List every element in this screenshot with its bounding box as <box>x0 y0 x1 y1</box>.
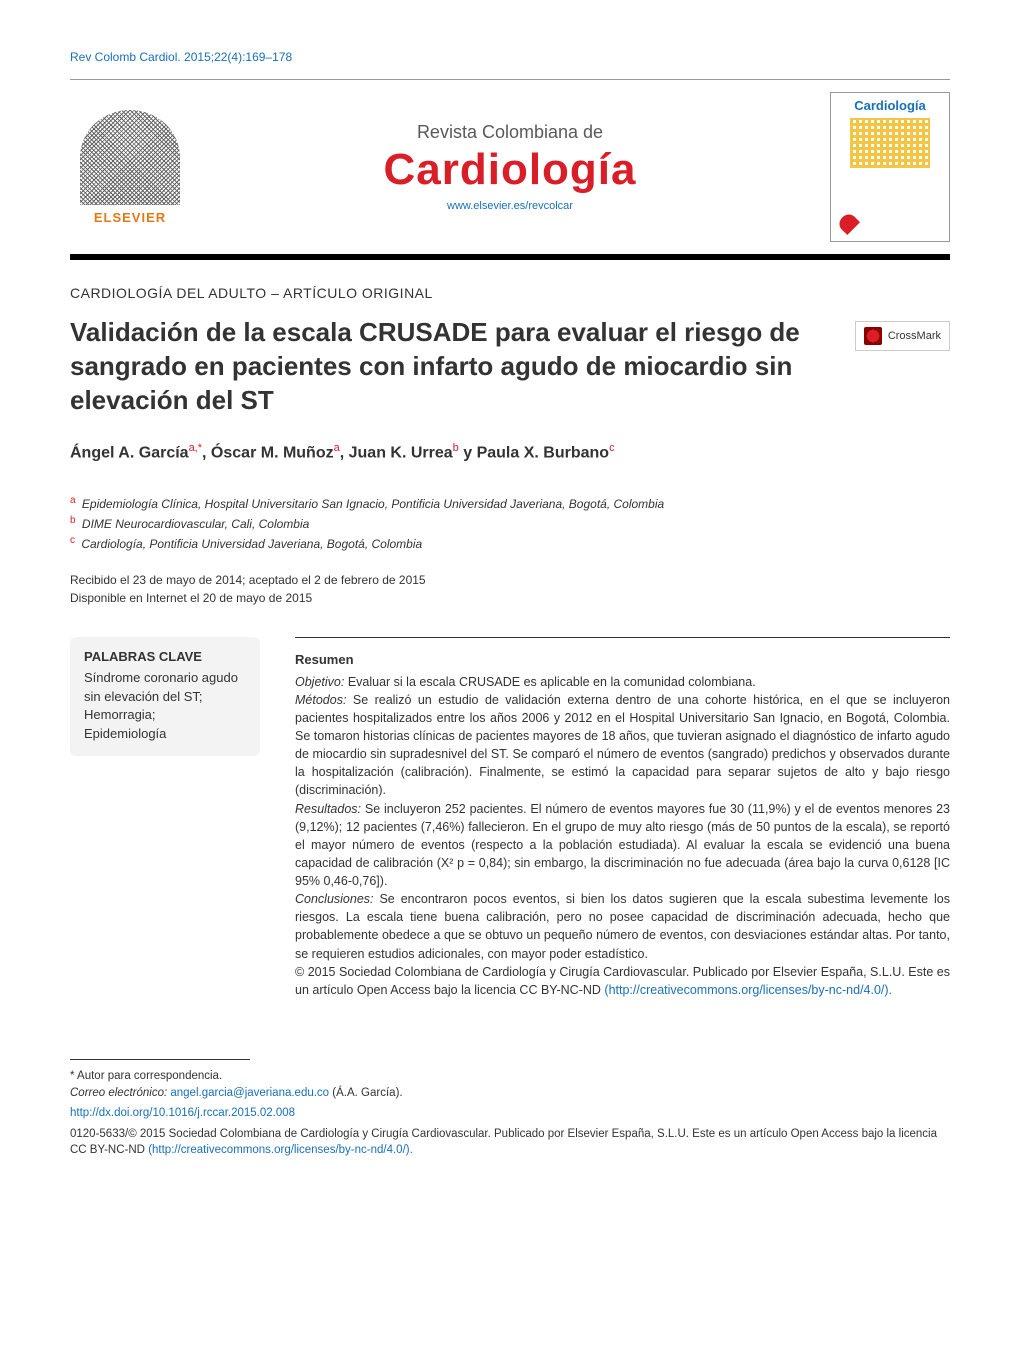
footnotes: * Autor para correspondencia. Correo ele… <box>70 1068 950 1158</box>
article-dates: Recibido el 23 de mayo de 2014; aceptado… <box>70 571 950 607</box>
article-title: Validación de la escala CRUSADE para eva… <box>70 316 825 417</box>
authors-list: Ángel A. Garcíaa,*, Óscar M. Muñoza, Jua… <box>70 442 950 462</box>
header-citation[interactable]: Rev Colomb Cardiol. 2015;22(4):169–178 <box>70 50 950 64</box>
doi-link[interactable]: http://dx.doi.org/10.1016/j.rccar.2015.0… <box>70 1105 950 1122</box>
corresponding-author-note: * Autor para correspondencia. <box>70 1068 950 1085</box>
corresponding-email[interactable]: angel.garcia@javeriana.edu.co <box>170 1087 329 1099</box>
keywords-list: Síndrome coronario agudo sin elevación d… <box>84 669 246 744</box>
footer-copyright: 0120-5633/© 2015 Sociedad Colombiana de … <box>70 1126 950 1158</box>
keywords-column: PALABRAS CLAVE Síndrome coronario agudo … <box>70 637 260 999</box>
email-label: Correo electrónico: <box>70 1087 167 1099</box>
corresponding-email-line: Correo electrónico: angel.garcia@javeria… <box>70 1085 950 1102</box>
journal-title: Cardiología <box>210 145 810 195</box>
article-title-row: Validación de la escala CRUSADE para eva… <box>70 316 950 417</box>
journal-url[interactable]: www.elsevier.es/revcolcar <box>210 200 810 212</box>
affiliations-list: a Epidemiología Clínica, Hospital Univer… <box>70 493 950 553</box>
online-date: Disponible en Internet el 20 de mayo de … <box>70 589 950 607</box>
crossmark-badge[interactable]: CrossMark <box>855 321 950 351</box>
cover-thumbnail-title: Cardiología <box>836 98 944 113</box>
keywords-block: PALABRAS CLAVE Síndrome coronario agudo … <box>70 637 260 756</box>
crossmark-label: CrossMark <box>888 330 941 342</box>
crossmark-icon <box>864 327 882 345</box>
journal-header: ELSEVIER Revista Colombiana de Cardiolog… <box>70 79 950 260</box>
article-section-label: CARDIOLOGÍA DEL ADULTO – ARTÍCULO ORIGIN… <box>70 285 950 301</box>
abstract-column: Resumen Objetivo: Evaluar si la escala C… <box>295 637 950 999</box>
footnote-divider <box>70 1059 250 1060</box>
elsevier-tree-icon <box>80 110 180 205</box>
abstract-heading: Resumen <box>295 652 950 667</box>
journal-subtitle: Revista Colombiana de <box>210 122 810 143</box>
journal-cover-thumbnail[interactable]: Cardiología <box>830 92 950 242</box>
heart-icon <box>836 211 860 235</box>
received-accepted-date: Recibido el 23 de mayo de 2014; aceptado… <box>70 571 950 589</box>
journal-title-block: Revista Colombiana de Cardiología www.el… <box>210 122 810 212</box>
abstract-body: Objetivo: Evaluar si la escala CRUSADE e… <box>295 673 950 999</box>
cover-graphic-icon <box>850 118 930 168</box>
publisher-logo[interactable]: ELSEVIER <box>70 110 190 225</box>
keywords-heading: PALABRAS CLAVE <box>84 649 246 664</box>
email-author-name: (Á.A. García). <box>332 1087 402 1099</box>
content-row: PALABRAS CLAVE Síndrome coronario agudo … <box>70 637 950 999</box>
footer-license-link[interactable]: (http://creativecommons.org/licenses/by-… <box>148 1144 413 1156</box>
publisher-name: ELSEVIER <box>94 210 166 225</box>
